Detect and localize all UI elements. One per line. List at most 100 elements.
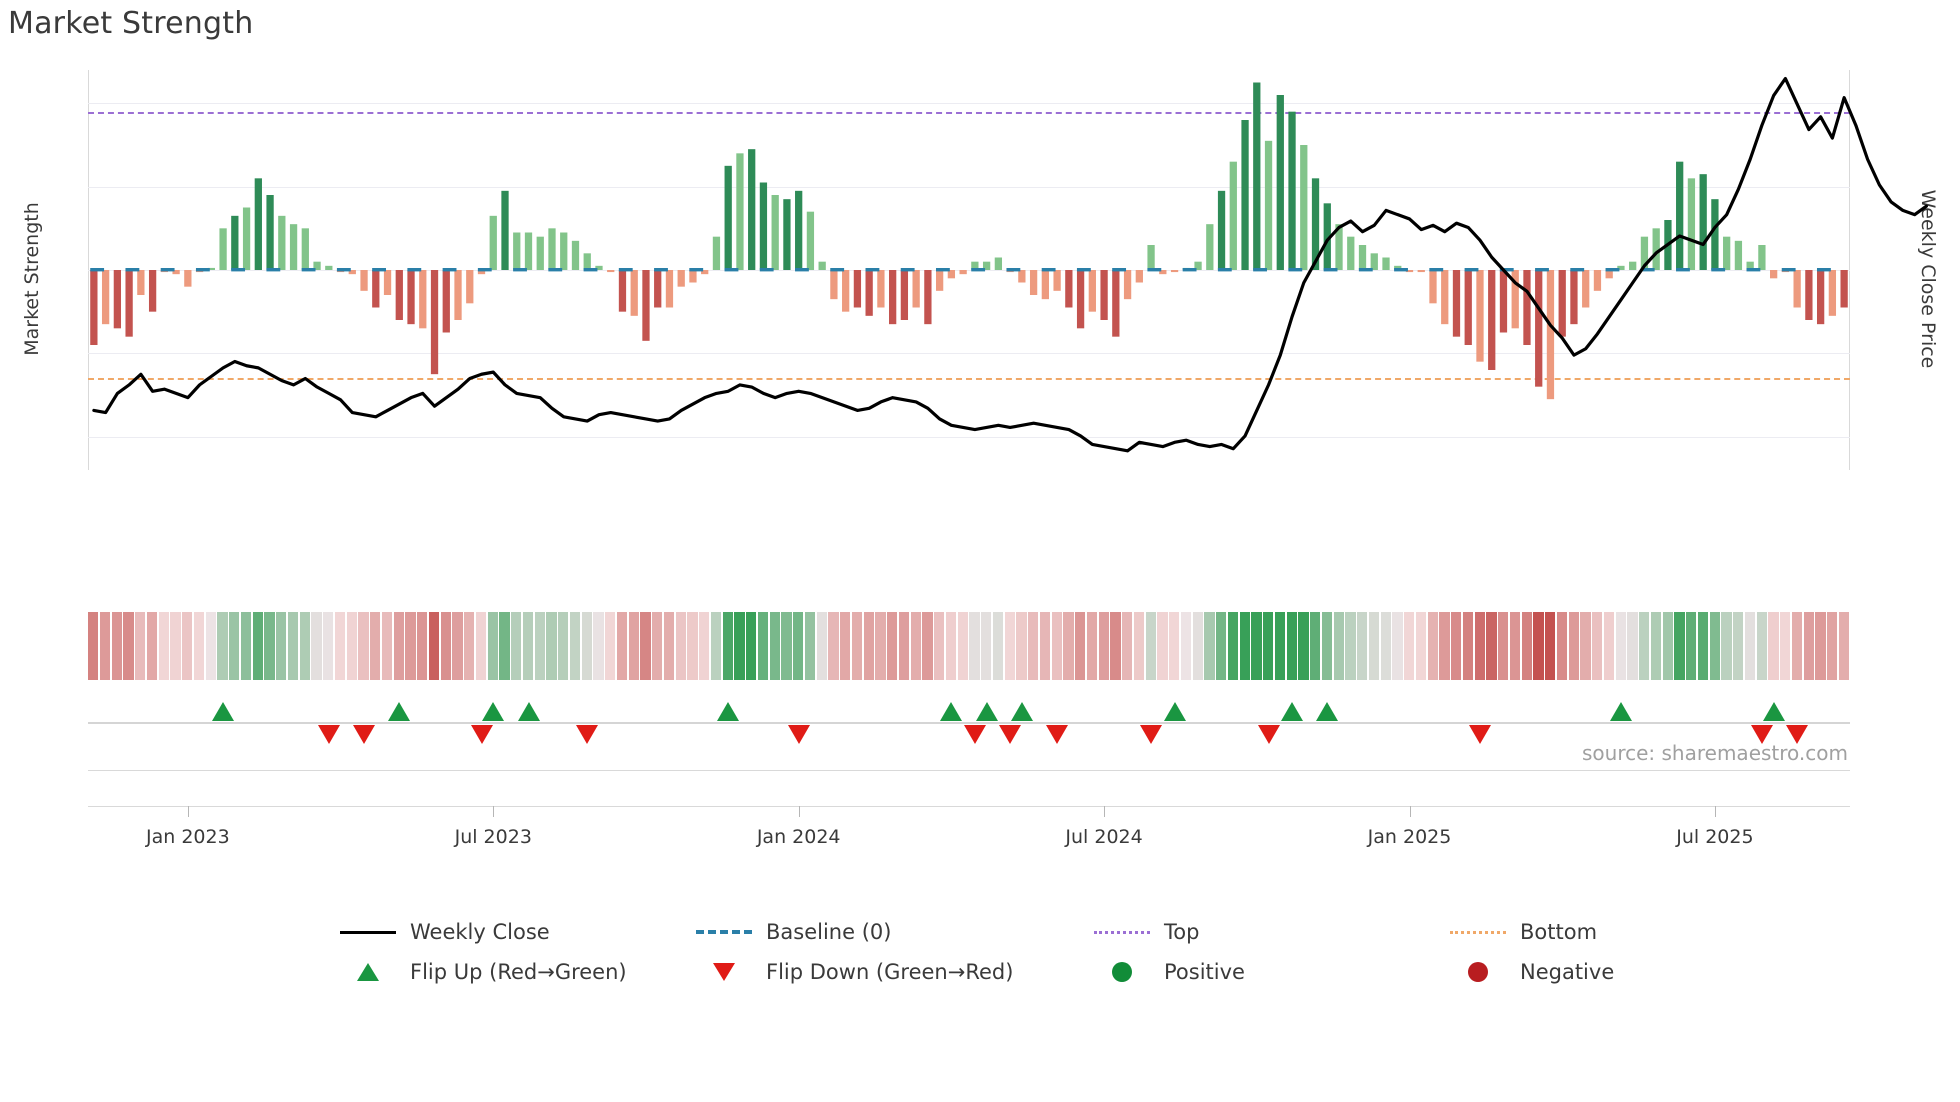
baseline-segment (513, 268, 527, 272)
strength-heatmap-strip (88, 612, 1850, 680)
strength-bar (1041, 270, 1049, 300)
flip-down-marker (470, 725, 493, 744)
flip-up-marker (212, 702, 235, 721)
heatmap-cell (299, 612, 310, 680)
x-axis-tick-mark (1714, 806, 1716, 817)
strength-bar (242, 207, 251, 270)
heatmap-cell (1439, 612, 1450, 680)
heatmap-cell (1286, 612, 1297, 680)
heatmap-cell (1004, 612, 1015, 680)
baseline-segment (1464, 268, 1479, 272)
heatmap-cell (193, 612, 204, 680)
legend-item-label: Flip Up (Red→Green) (410, 960, 627, 984)
baseline-segment (1429, 268, 1444, 272)
legend-item-label: Flip Down (Green→Red) (766, 960, 1014, 984)
baseline-segment (442, 268, 457, 272)
strength-bar (1018, 270, 1026, 283)
baseline-segment (1076, 268, 1091, 272)
heatmap-cell (1838, 612, 1849, 680)
heatmap-cell (1427, 612, 1438, 680)
heatmap-cell (1028, 612, 1039, 680)
strength-bar (348, 270, 356, 275)
strength-bar (148, 270, 157, 312)
flip-down-marker (787, 725, 810, 744)
heatmap-cell (440, 612, 451, 680)
gridline (88, 103, 1850, 105)
gridline (88, 353, 1850, 355)
legend: Weekly Close Baseline (0) Top Bottom Flip U… (340, 912, 1680, 992)
strength-bar (1758, 245, 1766, 270)
heatmap-cell (816, 612, 827, 680)
strength-bar (712, 236, 721, 270)
legend-item[interactable]: Negative (1450, 960, 1680, 984)
strength-bar (360, 270, 368, 291)
baseline-segment (90, 268, 105, 272)
baseline-segment (336, 268, 351, 272)
legend-item[interactable]: Top (1094, 920, 1450, 944)
heatmap-cell (675, 612, 686, 680)
heatmap-cell (569, 612, 580, 680)
strength-bar (1570, 270, 1578, 325)
baseline-segment (830, 268, 845, 272)
legend-row-primary: Weekly Close Baseline (0) Top Bottom (340, 912, 1680, 952)
baseline-segment (1746, 268, 1761, 272)
heatmap-cell (276, 612, 287, 680)
heatmap-cell (158, 612, 169, 680)
strength-bar (1605, 270, 1613, 279)
heatmap-cell (1016, 612, 1027, 680)
legend-item[interactable]: Flip Down (Green→Red) (696, 960, 1094, 984)
heatmap-cell (229, 612, 240, 680)
heatmap-cell (640, 612, 651, 680)
y-axis-right-title: Weekly Close Price (1917, 189, 1939, 369)
heatmap-cell (1721, 612, 1732, 680)
legend-item[interactable]: Bottom (1450, 920, 1680, 944)
strength-bar (1217, 190, 1226, 270)
baseline-segment (1288, 268, 1303, 272)
heatmap-cell (1157, 612, 1168, 680)
legend-item[interactable]: Baseline (0) (696, 920, 1094, 944)
heatmap-cell (1051, 612, 1062, 680)
baseline-segment (1253, 268, 1267, 272)
baseline-segment (1499, 268, 1514, 272)
strength-bar (889, 270, 897, 325)
baseline-segment (1640, 268, 1655, 272)
strength-bar (771, 195, 779, 270)
legend-item[interactable]: Weekly Close (340, 920, 696, 944)
strength-bar (1311, 178, 1320, 270)
strength-bar (1488, 270, 1496, 370)
heatmap-cell (887, 612, 898, 680)
x-axis-tick-mark (1104, 806, 1106, 817)
heatmap-cell (1169, 612, 1180, 680)
heatmap-cell (1192, 612, 1203, 680)
strength-bar (1358, 245, 1367, 270)
legend-item[interactable]: Flip Up (Red→Green) (340, 960, 696, 984)
heatmap-cell (746, 612, 757, 680)
heatmap-cell (428, 612, 439, 680)
flip-up-marker (940, 702, 963, 721)
heatmap-cell (1298, 612, 1309, 680)
strength-bar (1276, 95, 1284, 270)
baseline-segment (407, 268, 422, 272)
heatmap-cell (334, 612, 345, 680)
baseline-segment (724, 268, 739, 272)
flip-up-marker (1609, 702, 1632, 721)
strength-bar (724, 165, 732, 270)
heatmap-cell (1345, 612, 1356, 680)
baseline-segment (1112, 268, 1127, 272)
heatmap-cell (804, 612, 815, 680)
strength-bar (959, 270, 967, 275)
strength-bar (254, 178, 262, 270)
strength-bar (313, 261, 321, 270)
x-axis-tick-mark (798, 806, 800, 817)
legend-item-label: Bottom (1520, 920, 1598, 944)
heatmap-cell (710, 612, 721, 680)
strength-bar (1441, 270, 1449, 325)
legend-triangle-up-icon (357, 963, 379, 981)
legend-item[interactable]: Positive (1094, 960, 1450, 984)
heatmap-cell (123, 612, 134, 680)
top-reference-line (88, 111, 1850, 114)
strength-bar (1652, 228, 1660, 270)
flip-down-marker (576, 725, 599, 744)
heatmap-cell (417, 612, 428, 680)
strength-bar (1347, 236, 1355, 270)
